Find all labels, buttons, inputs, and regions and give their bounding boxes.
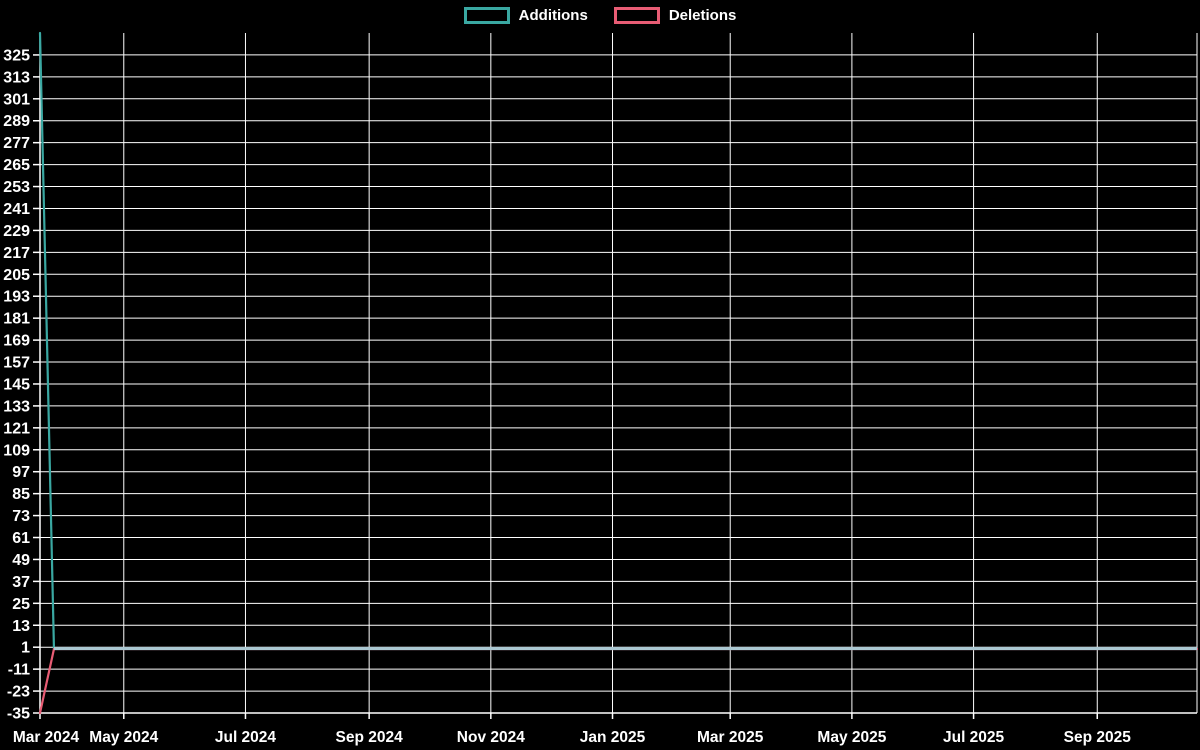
y-tick-label: 313 (3, 69, 30, 86)
y-tick-label: 205 (3, 267, 30, 284)
y-tick-label: 97 (12, 464, 30, 481)
y-tick-label: 13 (12, 618, 30, 635)
legend-item-additions[interactable]: Additions (463, 7, 588, 24)
x-tick-label: May 2025 (817, 729, 886, 746)
y-tick-label: 169 (3, 333, 30, 350)
y-tick-label: 181 (3, 311, 30, 328)
y-tick-label: 25 (12, 596, 30, 613)
y-tick-label: 217 (3, 245, 30, 262)
legend-label-deletions: Deletions (668, 7, 737, 24)
y-tick-label: 289 (3, 113, 30, 130)
y-tick-label: 229 (3, 223, 30, 240)
y-tick-label: 325 (3, 47, 30, 64)
chart-legend: Additions Deletions (0, 7, 1200, 24)
y-tick-label: 277 (3, 135, 30, 152)
y-tick-label: -35 (7, 706, 30, 723)
legend-label-additions: Additions (518, 7, 588, 24)
x-tick-label: Jan 2025 (580, 729, 646, 746)
x-tick-label: May 2024 (89, 729, 158, 746)
x-tick-label: Jul 2025 (943, 729, 1005, 746)
x-tick-label: Nov 2024 (457, 729, 525, 746)
y-tick-label: 265 (3, 157, 30, 174)
y-tick-label: -23 (7, 684, 30, 701)
x-tick-label: Sep 2024 (336, 729, 404, 746)
legend-item-deletions[interactable]: Deletions (613, 7, 737, 24)
y-tick-label: 121 (3, 420, 30, 437)
y-tick-label: 109 (3, 442, 30, 459)
x-tick-label: Jul 2024 (215, 729, 277, 746)
deletions-swatch-icon (613, 7, 660, 24)
x-tick-label: Mar 2024 (13, 729, 80, 746)
y-tick-label: 301 (3, 91, 30, 108)
y-tick-label: 145 (3, 376, 30, 393)
y-tick-label: -11 (8, 662, 30, 679)
y-tick-label: 133 (3, 398, 30, 415)
y-tick-label: 241 (3, 201, 30, 218)
y-tick-label: 1 (21, 640, 30, 657)
x-tick-label: Mar 2025 (697, 729, 764, 746)
x-tick-label: Sep 2025 (1064, 729, 1132, 746)
deletions-line (38, 647, 1199, 715)
y-tick-label: 61 (12, 530, 30, 547)
y-tick-label: 253 (3, 179, 30, 196)
y-tick-label: 85 (12, 486, 30, 503)
y-tick-label: 49 (12, 552, 30, 569)
y-tick-label: 73 (12, 508, 30, 525)
additions-line (38, 31, 1199, 651)
y-tick-label: 157 (3, 355, 30, 372)
y-tick-label: 37 (12, 574, 30, 591)
additions-swatch-icon (463, 7, 510, 24)
y-tick-label: 193 (3, 289, 30, 306)
